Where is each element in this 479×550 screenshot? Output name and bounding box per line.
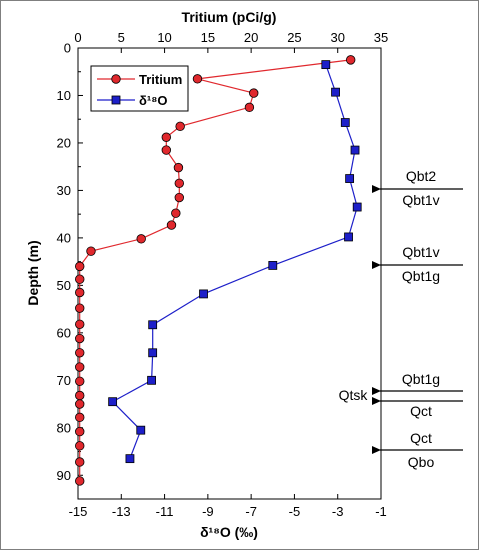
data-point-tritium <box>174 178 184 189</box>
data-point-d18o <box>321 60 331 70</box>
data-point-d18o <box>350 145 360 155</box>
y-axis-tick-label: 50 <box>57 278 71 293</box>
y-axis-title: Depth (m) <box>25 240 41 305</box>
bottom-axis-tick-label: -5 <box>289 504 301 519</box>
data-point-d18o <box>199 289 208 299</box>
data-point-d18o <box>136 425 146 435</box>
y-axis-tick-label: 60 <box>57 325 71 340</box>
data-point-tritium <box>75 303 85 313</box>
bottom-axis-tick-label: -1 <box>375 504 387 519</box>
data-point-tritium <box>166 220 177 230</box>
legend-marker-d18o <box>111 95 121 105</box>
data-point-tritium <box>171 208 181 218</box>
data-point-d18o <box>125 454 135 464</box>
data-point-tritium <box>244 102 255 113</box>
top-axis-tick-label: 30 <box>330 30 344 45</box>
legend-marker-tritium <box>111 74 121 84</box>
bottom-axis-tick-label: -11 <box>156 504 174 519</box>
data-point-d18o <box>268 261 278 270</box>
top-axis-tick-label: 0 <box>74 30 81 45</box>
bottom-axis-tick-label: -15 <box>69 504 88 519</box>
unit-annotations: Qbt2 Qbt1v Qbt1v Qbt1g Qbt1g Qct Qtsk Qc… <box>339 168 463 470</box>
legend-box <box>90 65 189 112</box>
data-point-d18o <box>147 375 156 385</box>
top-axis-tick-label: 15 <box>201 30 215 45</box>
unit-label-qbt1v-upper: Qbt1v <box>402 192 439 208</box>
data-point-tritium <box>161 145 172 155</box>
data-point-d18o <box>331 87 340 97</box>
data-point-d18o <box>340 118 350 127</box>
data-point-tritium <box>75 287 85 298</box>
legend-label-tritium: Tritium <box>139 72 182 87</box>
top-axis-tick-label: 5 <box>118 30 125 45</box>
y-axis-tick-label: 90 <box>57 468 71 483</box>
data-point-tritium <box>75 457 85 467</box>
data-point-d18o <box>148 348 158 358</box>
data-point-tritium <box>75 362 85 372</box>
bottom-axis-title: δ¹⁸O (‰) <box>200 524 258 540</box>
bottom-axis-tick-label: -7 <box>245 504 257 519</box>
axis-tick-labels: 0 5 10 15 20 25 30 35 -15 -13 -11 -9 -7 -5 -3 -1 0 10 20 30… <box>57 30 389 519</box>
unit-label-qbt1g-upper: Qbt1g <box>402 268 440 284</box>
data-point-d18o <box>148 320 158 330</box>
unit-label-qbo: Qbo <box>408 454 435 470</box>
legend-label-d18o: δ¹⁸O <box>139 93 167 108</box>
data-point-tritium <box>75 333 85 344</box>
top-axis-tick-label: 10 <box>157 30 171 45</box>
data-point-tritium <box>75 319 85 329</box>
unit-label-qct-upper: Qct <box>410 403 432 419</box>
plot-area <box>77 47 382 500</box>
unit-label-qbt2: Qbt2 <box>406 168 437 184</box>
y-axis-tick-label: 30 <box>57 183 71 198</box>
data-point-tritium <box>75 476 85 486</box>
data-point-tritium <box>75 376 85 386</box>
data-point-tritium <box>75 261 85 272</box>
y-axis-tick-label: 10 <box>57 88 71 103</box>
data-point-tritium <box>75 426 85 437</box>
y-axis-tick-label: 70 <box>57 373 71 388</box>
data-point-tritium <box>75 390 85 401</box>
unit-label-qtsk: Qtsk <box>339 387 369 403</box>
top-axis-tick-label: 35 <box>374 30 388 45</box>
data-point-d18o <box>108 397 118 407</box>
unit-label-qbt1g-lower: Qbt1g <box>402 371 440 387</box>
data-point-tritium <box>136 234 146 244</box>
y-axis-tick-label: 0 <box>64 41 71 56</box>
top-axis-title: Tritium (pCi/g) <box>182 9 277 25</box>
data-point-tritium <box>173 162 184 173</box>
data-point-tritium <box>192 74 203 84</box>
axis-ticks <box>77 47 382 499</box>
data-point-tritium <box>346 55 356 65</box>
data-point-d18o <box>345 174 355 183</box>
unit-label-qct-lower: Qct <box>410 430 432 446</box>
data-point-d18o <box>352 202 362 212</box>
data-point-d18o <box>344 232 353 242</box>
data-point-tritium <box>75 399 85 409</box>
legend: Tritium δ¹⁸O <box>90 65 189 112</box>
series-line-tritium <box>79 59 351 481</box>
data-point-tritium <box>174 192 184 203</box>
top-axis-tick-label: 20 <box>244 30 258 45</box>
bottom-axis-tick-label: -3 <box>332 504 344 519</box>
series-layer <box>75 55 362 486</box>
unit-label-qbt1v-lower: Qbt1v <box>402 244 439 260</box>
top-axis-tick-label: 25 <box>287 30 301 45</box>
data-point-tritium <box>75 441 85 451</box>
series-line-d18o <box>111 64 358 459</box>
bottom-axis-tick-label: -13 <box>112 504 131 519</box>
y-axis-tick-label: 80 <box>57 420 71 435</box>
data-point-tritium <box>161 132 172 142</box>
y-axis-tick-label: 40 <box>57 230 71 245</box>
data-point-tritium <box>75 348 85 358</box>
data-point-tritium <box>249 88 259 98</box>
data-point-tritium <box>75 274 85 284</box>
data-point-tritium <box>86 246 96 256</box>
data-point-tritium <box>75 412 85 423</box>
data-point-tritium <box>175 121 185 132</box>
y-axis-tick-label: 20 <box>57 135 71 150</box>
bottom-axis-tick-label: -9 <box>202 504 214 519</box>
